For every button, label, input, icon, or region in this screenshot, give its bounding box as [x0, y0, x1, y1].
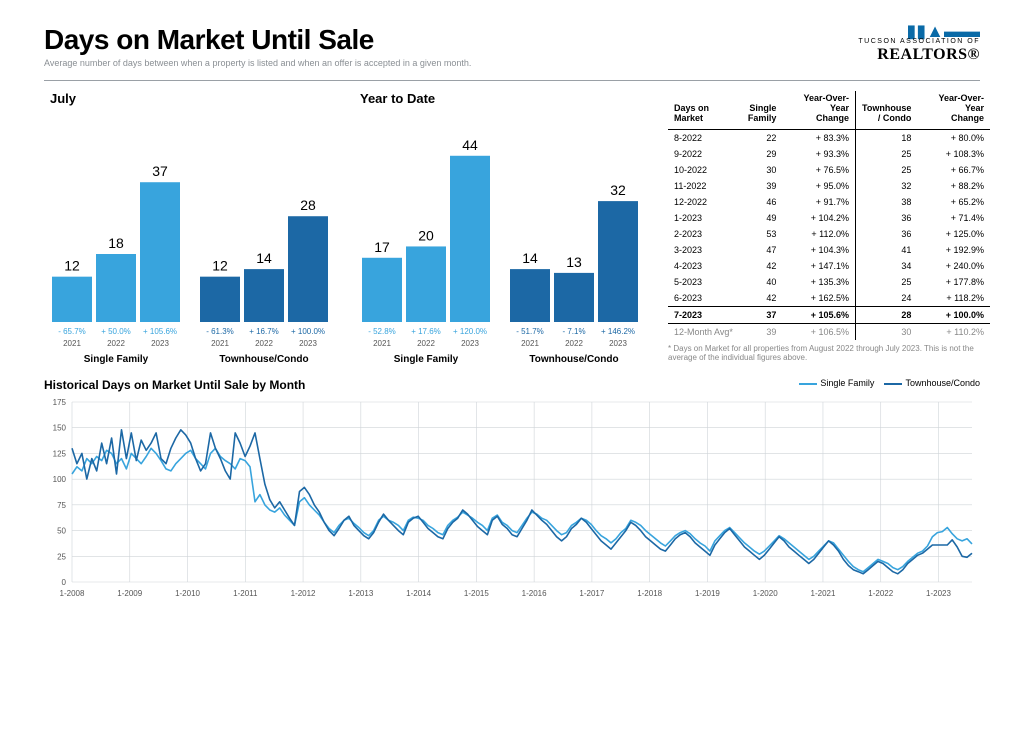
- table-row: 2-202353+ 112.0%36+ 125.0%: [668, 226, 990, 242]
- svg-text:12: 12: [212, 258, 228, 274]
- svg-text:1-2009: 1-2009: [117, 589, 142, 598]
- svg-text:+ 105.6%: + 105.6%: [143, 327, 177, 336]
- svg-text:20: 20: [418, 227, 434, 243]
- svg-text:1-2019: 1-2019: [695, 589, 720, 598]
- svg-text:1-2016: 1-2016: [522, 589, 547, 598]
- svg-text:50: 50: [57, 527, 66, 536]
- svg-text:1-2012: 1-2012: [291, 589, 316, 598]
- table-row: 1-202349+ 104.2%36+ 71.4%: [668, 210, 990, 226]
- svg-text:+ 16.7%: + 16.7%: [249, 327, 279, 336]
- svg-text:1-2010: 1-2010: [175, 589, 200, 598]
- legend-label: Single Family: [820, 378, 874, 388]
- svg-text:Single Family: Single Family: [84, 354, 149, 365]
- svg-text:25: 25: [57, 552, 66, 561]
- realtors-logo: ▮▮▲▬▬ TUCSON ASSOCIATION OF REALTORS®: [858, 24, 980, 64]
- svg-text:32: 32: [610, 182, 626, 198]
- svg-text:+ 17.6%: + 17.6%: [411, 327, 441, 336]
- table-row: 4-202342+ 147.1%34+ 240.0%: [668, 258, 990, 274]
- svg-text:1-2018: 1-2018: [637, 589, 662, 598]
- svg-text:1-2020: 1-2020: [753, 589, 778, 598]
- svg-text:18: 18: [108, 235, 124, 251]
- svg-text:75: 75: [57, 501, 66, 510]
- page-subtitle: Average number of days between when a pr…: [44, 58, 471, 68]
- svg-text:1-2013: 1-2013: [348, 589, 373, 598]
- svg-text:1-2008: 1-2008: [60, 589, 85, 598]
- svg-text:Townhouse/Condo: Townhouse/Condo: [219, 354, 308, 365]
- svg-text:44: 44: [462, 137, 478, 153]
- svg-text:+ 50.0%: + 50.0%: [101, 327, 131, 336]
- svg-text:- 65.7%: - 65.7%: [58, 327, 86, 336]
- svg-text:1-2015: 1-2015: [464, 589, 489, 598]
- svg-text:- 7.1%: - 7.1%: [562, 327, 585, 336]
- svg-text:+ 120.0%: + 120.0%: [453, 327, 487, 336]
- bar-chart-1: 17 - 52.8% 2021 20 + 17.6% 2022 44 + 120.0% 2023…: [354, 112, 654, 372]
- legend-label: Townhouse/Condo: [905, 378, 980, 388]
- table-row: 6-202342+ 162.5%24+ 118.2%: [668, 290, 990, 307]
- table-row: 10-202230+ 76.5%25+ 66.7%: [668, 162, 990, 178]
- svg-text:125: 125: [53, 449, 67, 458]
- svg-text:100: 100: [53, 475, 67, 484]
- svg-text:2021: 2021: [521, 339, 539, 348]
- svg-text:17: 17: [374, 239, 390, 255]
- svg-text:2022: 2022: [107, 339, 125, 348]
- svg-text:- 52.8%: - 52.8%: [368, 327, 396, 336]
- bar-panel-title: Year to Date: [360, 91, 654, 106]
- svg-text:14: 14: [522, 250, 538, 266]
- data-table-region: Days on MarketSingle FamilyYear-Over-Yea…: [668, 91, 990, 362]
- divider: [44, 80, 980, 81]
- svg-text:Townhouse/Condo: Townhouse/Condo: [529, 354, 618, 365]
- line-chart: 0 25 50 75 100 125 150 175 1-2008 1-2009 1-2010 1-2…: [44, 394, 980, 614]
- bar-charts-region: July 12 - 65.7% 2021 18 + 50.0% 2022 37 + 105.6%…: [44, 91, 654, 372]
- svg-text:- 51.7%: - 51.7%: [516, 327, 544, 336]
- svg-text:- 61.3%: - 61.3%: [206, 327, 234, 336]
- svg-text:2021: 2021: [211, 339, 229, 348]
- svg-text:1-2017: 1-2017: [579, 589, 604, 598]
- svg-text:1-2011: 1-2011: [233, 589, 258, 598]
- svg-text:2022: 2022: [255, 339, 273, 348]
- svg-text:Single Family: Single Family: [394, 354, 459, 365]
- svg-text:2023: 2023: [609, 339, 627, 348]
- svg-text:1-2021: 1-2021: [811, 589, 836, 598]
- svg-text:2021: 2021: [373, 339, 391, 348]
- svg-text:12: 12: [64, 258, 80, 274]
- svg-text:2023: 2023: [461, 339, 479, 348]
- table-row: 11-202239+ 95.0%32+ 88.2%: [668, 178, 990, 194]
- svg-text:1-2022: 1-2022: [868, 589, 893, 598]
- svg-text:13: 13: [566, 254, 582, 270]
- svg-text:2023: 2023: [151, 339, 169, 348]
- svg-text:+ 146.2%: + 146.2%: [601, 327, 635, 336]
- svg-text:1-2023: 1-2023: [926, 589, 951, 598]
- table-row: 9-202229+ 93.3%25+ 108.3%: [668, 146, 990, 162]
- svg-text:175: 175: [53, 398, 67, 407]
- svg-text:1-2014: 1-2014: [406, 589, 431, 598]
- table-avg-row: 12-Month Avg*39+ 106.5%30+ 110.2%: [668, 324, 990, 341]
- page-title: Days on Market Until Sale: [44, 24, 471, 56]
- svg-text:150: 150: [53, 424, 67, 433]
- svg-text:37: 37: [152, 163, 168, 179]
- bar-chart-0: 12 - 65.7% 2021 18 + 50.0% 2022 37 + 105.6% 2023…: [44, 112, 344, 372]
- table-row: 8-202222+ 83.3%18+ 80.0%: [668, 130, 990, 147]
- svg-text:2022: 2022: [565, 339, 583, 348]
- svg-text:2023: 2023: [299, 339, 317, 348]
- svg-text:14: 14: [256, 250, 272, 266]
- table-footnote: * Days on Market for all properties from…: [668, 344, 990, 362]
- svg-text:+ 100.0%: + 100.0%: [291, 327, 325, 336]
- bar-panel-title: July: [50, 91, 344, 106]
- svg-text:28: 28: [300, 197, 316, 213]
- table-row: 12-202246+ 91.7%38+ 65.2%: [668, 194, 990, 210]
- table-row: 7-202337+ 105.6%28+ 100.0%: [668, 307, 990, 324]
- svg-text:0: 0: [62, 578, 67, 587]
- table-row: 5-202340+ 135.3%25+ 177.8%: [668, 274, 990, 290]
- svg-text:2022: 2022: [417, 339, 435, 348]
- svg-text:2021: 2021: [63, 339, 81, 348]
- table-row: 3-202347+ 104.3%41+ 192.9%: [668, 242, 990, 258]
- data-table: Days on MarketSingle FamilyYear-Over-Yea…: [668, 91, 990, 340]
